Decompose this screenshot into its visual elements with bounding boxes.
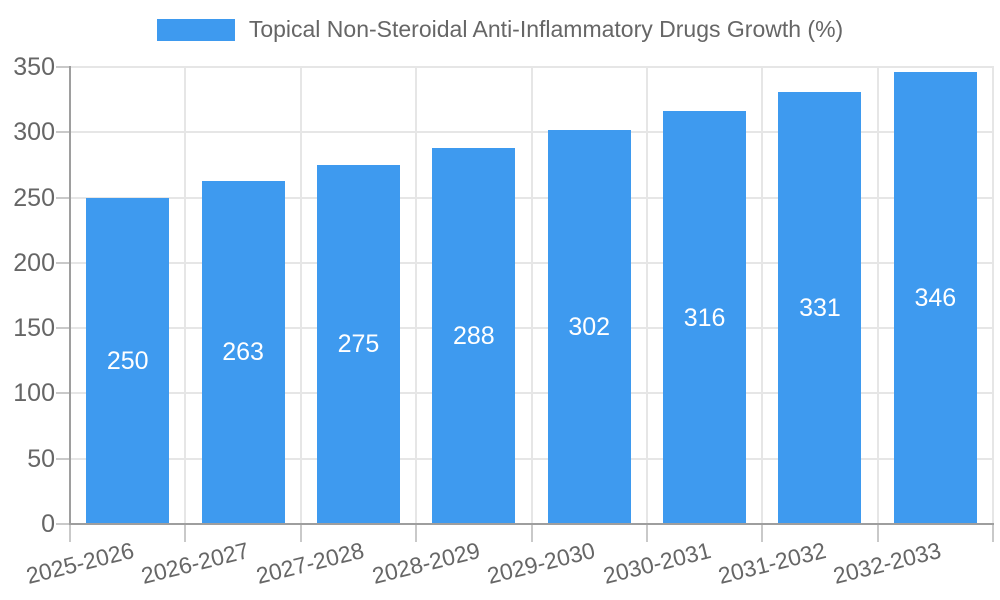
v-gridline (415, 66, 418, 524)
y-tick (56, 523, 70, 525)
bar-value-label: 316 (683, 303, 726, 332)
x-axis-tick-label: 2025-2026 (23, 536, 137, 589)
bar[interactable] (316, 164, 400, 524)
bar[interactable] (893, 72, 977, 524)
y-axis-tick-label: 300 (13, 118, 55, 147)
x-tick (299, 524, 302, 542)
x-axis-tick-label: 2031-2032 (715, 536, 829, 589)
bar-value-label: 331 (799, 293, 841, 322)
x-tick (876, 524, 879, 542)
bar[interactable] (432, 147, 516, 524)
y-axis-line (69, 66, 71, 525)
y-tick (56, 196, 70, 199)
x-tick (530, 524, 533, 542)
x-tick (415, 524, 418, 542)
x-axis-tick-label: 2028-2029 (369, 536, 483, 589)
x-axis-tick-label: 2026-2027 (138, 536, 252, 589)
x-tick (645, 524, 648, 542)
x-tick (761, 524, 764, 542)
y-tick (56, 457, 70, 460)
bar[interactable] (201, 180, 285, 524)
y-axis-tick-label: 250 (13, 183, 55, 212)
bar[interactable] (86, 197, 170, 524)
v-gridline (645, 66, 648, 524)
bar-value-label: 263 (222, 338, 264, 367)
legend-item[interactable]: Topical Non-Steroidal Anti-Inflammatory … (0, 16, 1000, 43)
y-tick (56, 131, 70, 134)
y-axis-tick-label: 200 (13, 248, 55, 277)
x-axis-tick-label: 2030-2031 (600, 536, 714, 589)
v-gridline (530, 66, 533, 524)
x-tick (184, 524, 187, 542)
bar-value-label: 346 (914, 284, 957, 313)
legend-label: Topical Non-Steroidal Anti-Inflammatory … (248, 16, 844, 42)
bar[interactable] (778, 91, 862, 524)
v-gridline (299, 66, 302, 524)
v-gridline (761, 66, 764, 524)
y-axis-tick-label: 350 (13, 53, 55, 81)
bar[interactable] (663, 111, 747, 524)
y-tick (56, 392, 70, 395)
x-tick (992, 524, 994, 542)
legend-swatch-icon (156, 18, 235, 41)
x-tick (69, 524, 71, 542)
v-gridline (184, 66, 187, 524)
x-axis-tick-label: 2027-2028 (253, 536, 367, 589)
y-axis-tick-label: 0 (41, 510, 55, 538)
y-axis-tick-label: 100 (13, 379, 55, 408)
y-axis-tick-label: 150 (13, 314, 55, 343)
bar-value-label: 302 (568, 312, 611, 341)
v-gridline (876, 66, 879, 524)
x-axis-tick-label: 2032-2033 (830, 536, 944, 589)
v-gridline (992, 66, 994, 524)
y-axis-tick-label: 50 (27, 444, 55, 473)
x-axis-tick-label: 2029-2030 (484, 536, 598, 589)
y-tick (56, 261, 70, 264)
y-tick (56, 66, 70, 68)
bar-value-label: 288 (452, 321, 495, 350)
bar-value-label: 250 (106, 346, 149, 375)
x-axis-line (69, 523, 994, 525)
bar-value-label: 275 (337, 330, 380, 359)
y-tick (56, 327, 70, 330)
bar[interactable] (547, 129, 631, 524)
